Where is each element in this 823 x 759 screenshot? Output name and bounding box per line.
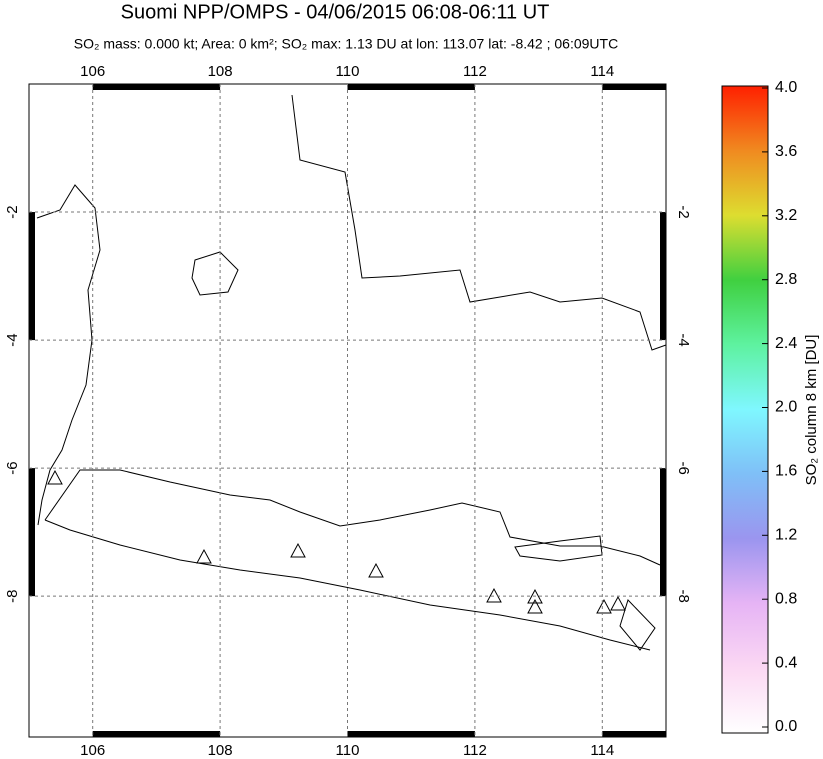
colorbar-tick-label: 2.4 (775, 335, 797, 352)
volcano (486, 587, 502, 603)
colorbar-tick-label: 0.8 (775, 590, 797, 607)
lon-tick-label: 110 (336, 742, 360, 759)
borneo-coast (291, 94, 667, 351)
java-coast (44, 469, 661, 651)
frame-bar (347, 731, 475, 737)
lon-tick-label: 106 (80, 63, 105, 80)
lon-tick-label: 112 (463, 63, 487, 80)
colorbar-tick-label: 0.4 (775, 654, 797, 671)
colorbar-tick-label: 4.0 (775, 79, 797, 96)
colorbar-tick-label: 3.2 (775, 207, 797, 224)
volcano (368, 562, 384, 578)
lon-tick-label: 106 (80, 742, 105, 759)
lon-tick-label: 114 (590, 63, 614, 80)
subtitle: SO₂ mass: 0.000 kt; Area: 0 km²; SO₂ max… (74, 36, 618, 52)
bali-coast (619, 599, 656, 651)
colorbar-tick-label: 1.2 (775, 527, 797, 544)
lat-tick-label: -4 (4, 333, 21, 346)
lon-tick-label: 108 (208, 742, 233, 759)
volcano (290, 542, 306, 558)
volcano (196, 548, 212, 564)
lat-tick-label: -8 (675, 589, 692, 602)
lat-tick-label: -2 (4, 205, 21, 218)
colorbar-tick-label: 3.6 (775, 143, 797, 160)
frame-bar (92, 731, 221, 737)
lat-tick-label: -6 (4, 461, 21, 474)
colorbar-tick-label: 0.0 (775, 718, 797, 735)
lon-tick-label: 114 (590, 742, 614, 759)
lon-tick-label: 110 (336, 63, 360, 80)
colorbar-tick-label: 2.0 (775, 399, 797, 416)
lon-tick-label: 108 (208, 63, 233, 80)
colorbar-tick-label: 1.6 (775, 463, 797, 480)
lon-tick-label: 112 (463, 742, 487, 759)
volcano (527, 598, 543, 614)
volcanoes (47, 469, 626, 614)
volcano (596, 598, 612, 614)
lat-tick-label: -4 (675, 333, 692, 346)
title: Suomi NPP/OMPS - 04/06/2015 06:08-06:11 … (121, 1, 550, 23)
frame-bar (602, 84, 666, 90)
colorbar (721, 85, 769, 734)
volcano (47, 469, 63, 485)
frame-bar (660, 212, 666, 341)
lat-tick-label: -6 (675, 461, 692, 474)
frame-bar (347, 84, 475, 90)
colorbar-tick-label: 2.8 (775, 271, 797, 288)
volcano (527, 588, 543, 604)
lat-tick-label: -2 (675, 205, 692, 218)
colorbar-label: SO₂ column 8 km [DU] (803, 335, 820, 486)
coastlines (36, 94, 667, 651)
frame-bar (660, 468, 666, 597)
lat-tick-label: -8 (4, 589, 21, 602)
frame-bar (29, 212, 35, 341)
volcano (610, 595, 626, 611)
frame-bar (602, 731, 666, 737)
frame-bar (92, 84, 221, 90)
frame-bar (29, 468, 35, 597)
